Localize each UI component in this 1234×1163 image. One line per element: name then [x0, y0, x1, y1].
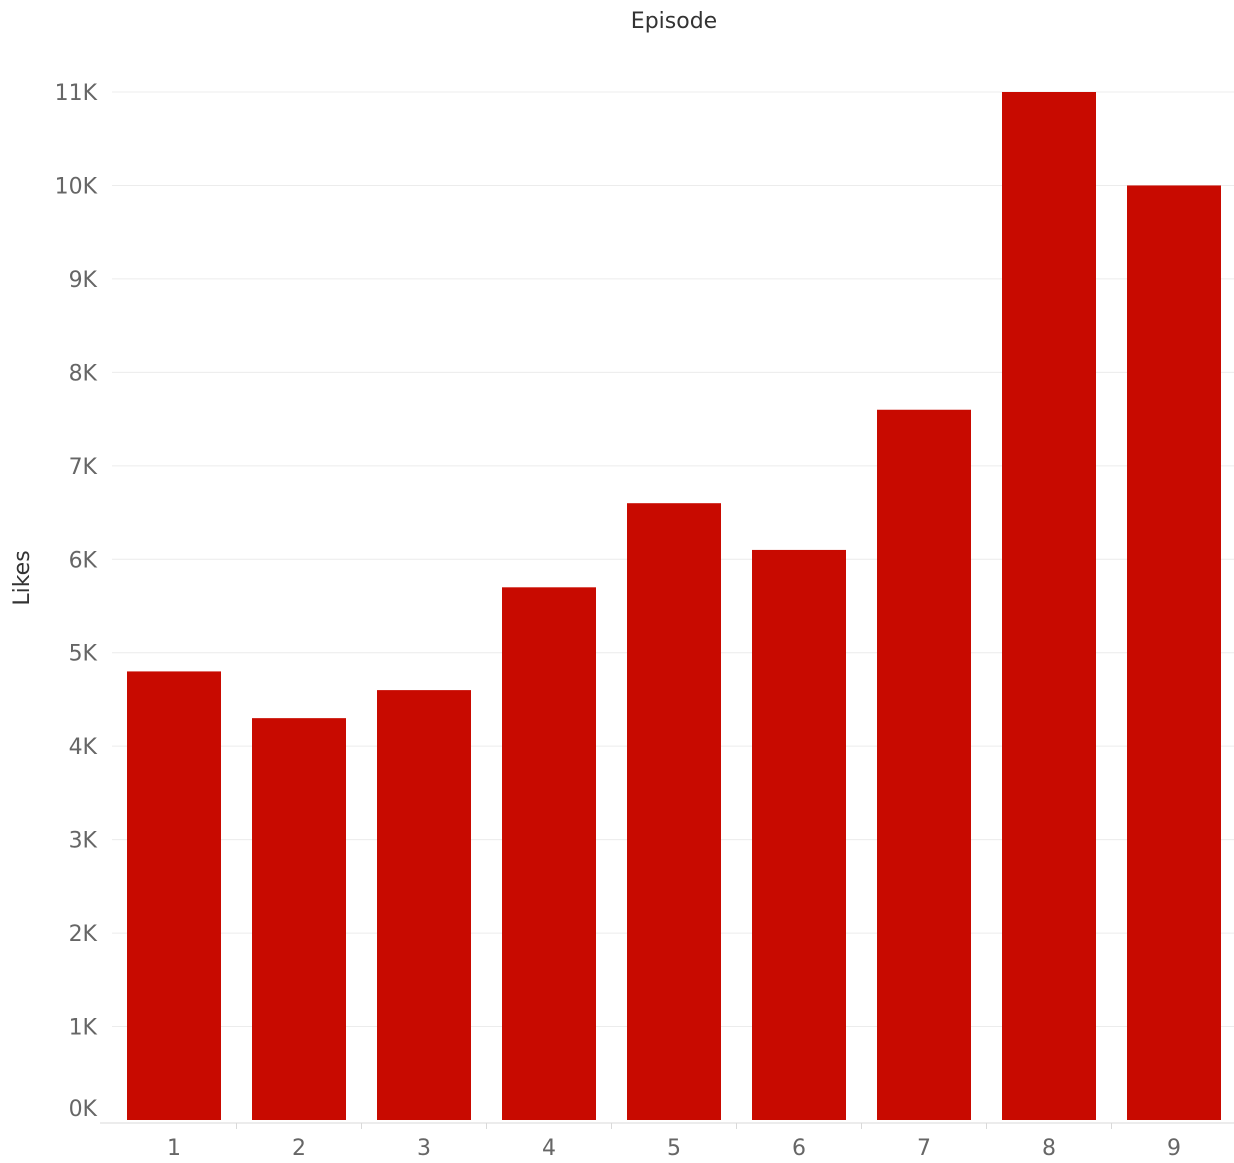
- x-tick-label: 8: [1042, 1136, 1056, 1161]
- x-axis-title: Episode: [631, 9, 717, 34]
- bar-episode-7: [877, 409, 971, 1120]
- x-tick-label: 2: [292, 1136, 306, 1161]
- x-tick-label: 7: [917, 1136, 931, 1161]
- x-tick-label: 6: [792, 1136, 806, 1161]
- y-tick-label: 5K: [69, 642, 98, 667]
- axes: 0K 1K 2K 3K 4K 5K 6K 7K 8K 9K 10K 11K 1 2 3 4 5 6 7 8 9: [55, 81, 1234, 1161]
- x-tick-label: 9: [1167, 1136, 1181, 1161]
- y-tick-label: 4K: [69, 735, 98, 760]
- bar-episode-4: [502, 587, 596, 1120]
- y-tick-label: 11K: [55, 81, 98, 106]
- x-tick-label: 1: [167, 1136, 181, 1161]
- y-tick-label: 0K: [69, 1097, 98, 1122]
- bar-episode-5: [627, 503, 721, 1120]
- y-tick-label: 8K: [69, 361, 98, 386]
- bar-episode-6: [752, 549, 846, 1120]
- y-tick-label: 7K: [69, 455, 98, 480]
- bar-episode-8: [1002, 92, 1096, 1120]
- bar-episode-2: [252, 718, 346, 1120]
- y-tick-label: 9K: [69, 268, 98, 293]
- x-tick-label: 3: [417, 1136, 431, 1161]
- y-tick-label: 1K: [69, 1016, 98, 1041]
- y-tick-label: 3K: [69, 829, 98, 854]
- y-tick-label: 10K: [55, 174, 98, 199]
- y-axis-title: Likes: [10, 550, 35, 605]
- bars: [127, 92, 1221, 1121]
- x-tick-label: 4: [542, 1136, 556, 1161]
- bar-episode-1: [127, 671, 221, 1120]
- x-tick-label: 5: [667, 1136, 681, 1161]
- bar-episode-9: [1127, 185, 1221, 1121]
- y-tick-label: 6K: [69, 548, 98, 573]
- bar-episode-3: [377, 690, 471, 1120]
- y-tick-label: 2K: [69, 922, 98, 947]
